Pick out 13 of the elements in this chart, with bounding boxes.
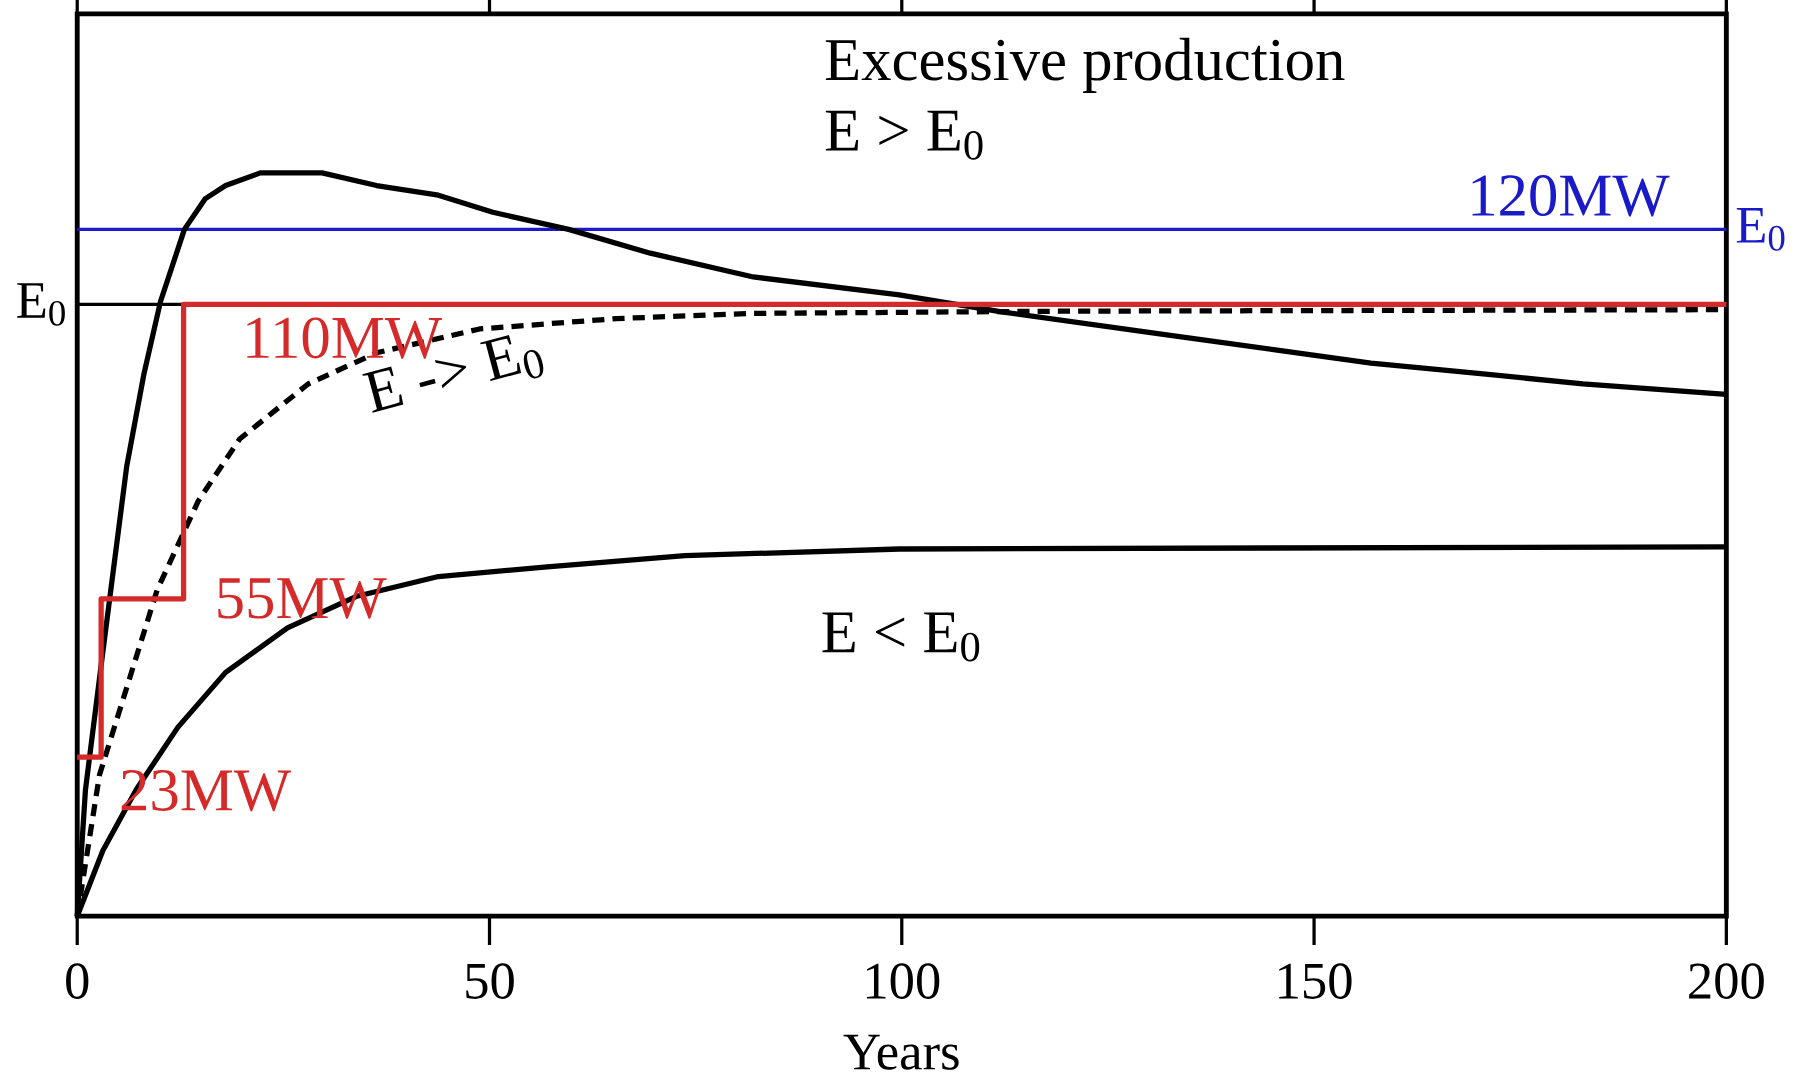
text: E > E$_{0}$ [825,110,983,160]
x-tick-label: 200 [1689,963,1764,999]
ref-line-label: E$_{0}$ [17,283,65,326]
ref-line-label: E$_{0}$ [1736,208,1785,251]
x-tick-label: 150 [1279,963,1352,999]
annotation: 110MW [247,317,442,359]
x-tick-label: 100 [866,963,940,999]
text: Excessive production [825,37,1345,93]
x-tick-label: 50 [466,963,514,999]
x-tick-label: 0 [66,963,89,999]
annotation: E < E$_{0}$ [822,612,980,662]
annotation: 120MW [1472,175,1670,217]
x-axis-title: Years [843,1034,959,1070]
